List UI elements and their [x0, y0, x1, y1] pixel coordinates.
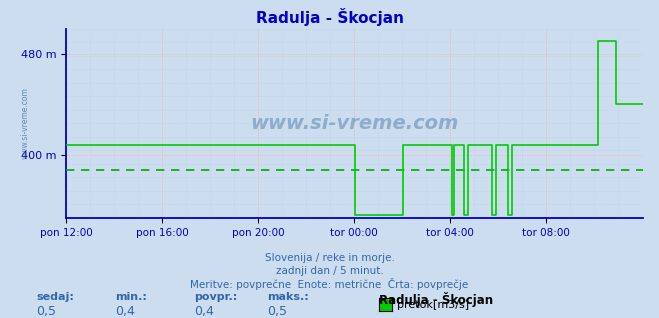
Text: 0,5: 0,5: [267, 305, 287, 318]
Text: www.si-vreme.com: www.si-vreme.com: [250, 114, 459, 133]
Text: maks.:: maks.:: [267, 292, 308, 302]
Text: min.:: min.:: [115, 292, 147, 302]
Text: Meritve: povprečne  Enote: metrične  Črta: povprečje: Meritve: povprečne Enote: metrične Črta:…: [190, 278, 469, 290]
Text: povpr.:: povpr.:: [194, 292, 238, 302]
Text: 0,4: 0,4: [194, 305, 214, 318]
Text: 0,4: 0,4: [115, 305, 135, 318]
Text: Radulja - Škocjan: Radulja - Škocjan: [256, 8, 403, 26]
Text: Slovenija / reke in morje.: Slovenija / reke in morje.: [264, 253, 395, 263]
Text: Radulja - Škocjan: Radulja - Škocjan: [379, 292, 493, 307]
Text: www.si-vreme.com: www.si-vreme.com: [21, 87, 30, 159]
Text: 0,5: 0,5: [36, 305, 56, 318]
Text: zadnji dan / 5 minut.: zadnji dan / 5 minut.: [275, 266, 384, 275]
Text: sedaj:: sedaj:: [36, 292, 74, 302]
Text: pretok[m3/s]: pretok[m3/s]: [397, 300, 469, 310]
